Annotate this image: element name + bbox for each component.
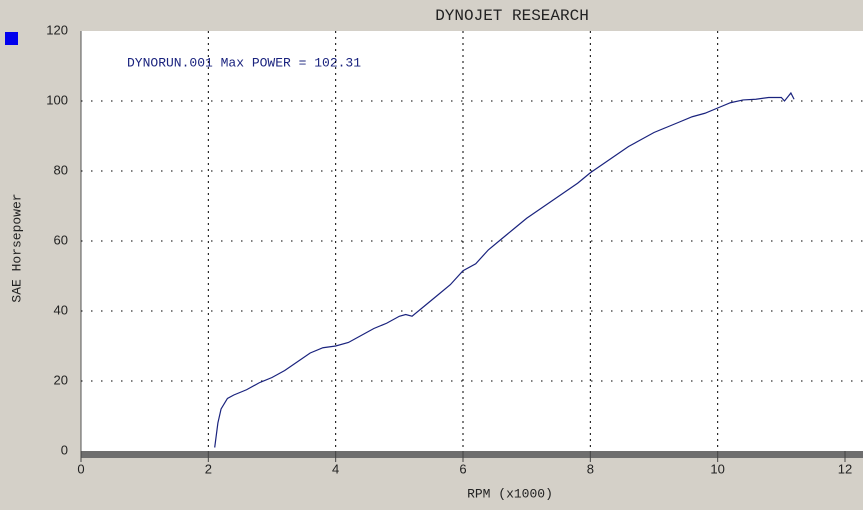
x-tick-label: 2 (205, 461, 212, 476)
x-tick-label: 4 (332, 461, 339, 476)
x-tick-label: 6 (459, 461, 466, 476)
y-tick-label: 100 (46, 92, 68, 107)
x-axis-label: RPM (x1000) (467, 486, 553, 501)
x-tick-label: 0 (77, 461, 84, 476)
x-tick-label: 10 (710, 461, 724, 476)
chart-title: DYNOJET RESEARCH (435, 7, 589, 25)
x-tick-label: 12 (838, 461, 852, 476)
y-tick-label: 20 (54, 372, 68, 387)
annotation: DYNORUN.001 Max POWER = 102.31 (127, 55, 361, 70)
data-line (214, 91, 795, 448)
legend-marker (5, 32, 18, 45)
y-tick-label: 120 (46, 22, 68, 37)
y-tick-label: 40 (54, 302, 68, 317)
y-tick-label: 80 (54, 162, 68, 177)
x-axis-bar (81, 451, 863, 458)
x-tick-label: 8 (587, 461, 594, 476)
y-tick-label: 0 (61, 442, 68, 457)
y-tick-label: 60 (54, 232, 68, 247)
y-axis-label: SAE Horsepower (9, 193, 24, 302)
